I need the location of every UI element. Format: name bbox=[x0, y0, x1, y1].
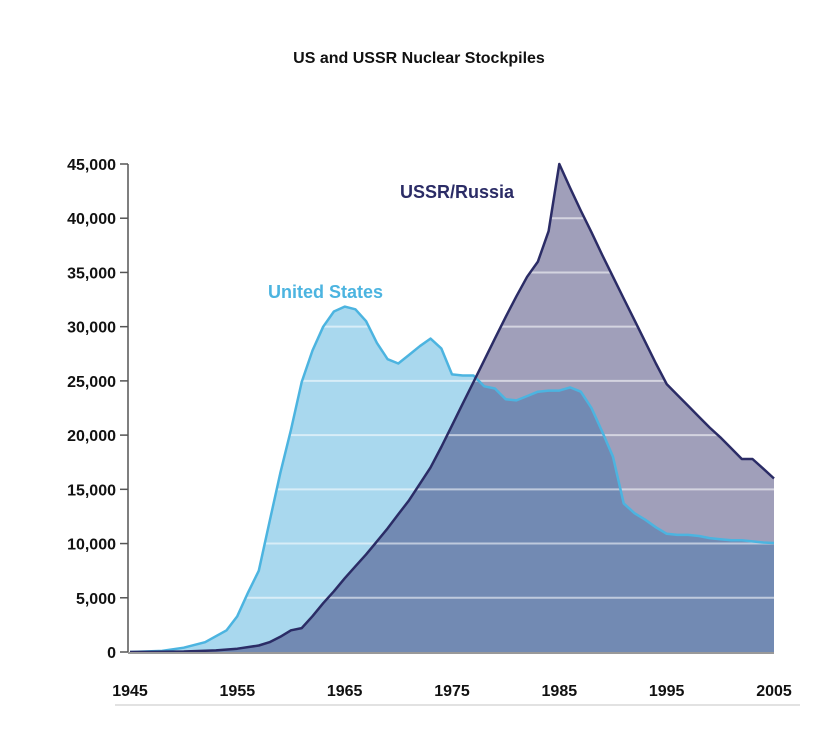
ussr-series-label: USSR/Russia bbox=[400, 182, 515, 202]
y-tick-label: 35,000 bbox=[67, 265, 116, 282]
overlap-area bbox=[130, 306, 774, 652]
x-tick-label: 1985 bbox=[542, 683, 578, 700]
ussr-line bbox=[129, 162, 775, 654]
y-tick-label: 10,000 bbox=[67, 537, 116, 554]
x-tick-label: 2005 bbox=[756, 683, 792, 700]
x-tick-label: 1965 bbox=[327, 683, 363, 700]
y-tick-label: 0 bbox=[107, 645, 116, 662]
x-tick-label: 1995 bbox=[649, 683, 685, 700]
y-tick-label: 45,000 bbox=[67, 157, 116, 174]
chart-title: US and USSR Nuclear Stockpiles bbox=[293, 50, 545, 67]
us-line bbox=[129, 305, 775, 654]
x-tick-label: 1975 bbox=[434, 683, 470, 700]
y-tick-label: 30,000 bbox=[67, 320, 116, 337]
x-tick-label: 1945 bbox=[112, 683, 148, 700]
y-tick-label: 15,000 bbox=[67, 482, 116, 499]
y-tick-label: 25,000 bbox=[67, 374, 116, 391]
y-tick-label: 40,000 bbox=[67, 211, 116, 228]
x-tick-label: 1955 bbox=[220, 683, 256, 700]
y-tick-label: 20,000 bbox=[67, 428, 116, 445]
us-series-label: United States bbox=[268, 282, 383, 302]
y-tick-label: 5,000 bbox=[76, 591, 116, 608]
